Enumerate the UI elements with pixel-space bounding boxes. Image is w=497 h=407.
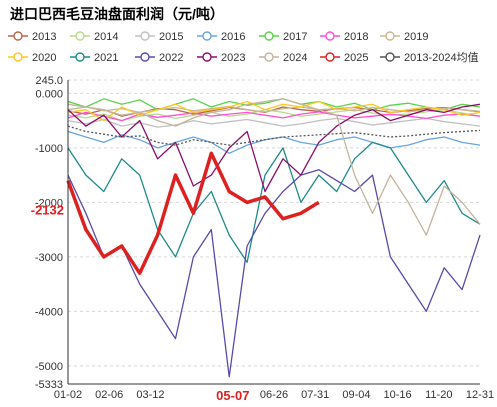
legend-swatch-marker (385, 31, 395, 41)
legend-swatch-marker (75, 52, 85, 62)
legend-label: 2016 (221, 31, 245, 43)
y-tick-label: -4000 (35, 306, 63, 318)
x-tick-label: 11-20 (425, 389, 452, 401)
x-tick-label-highlight: 05-07 (216, 388, 249, 402)
legend-item: 2023 (197, 52, 245, 64)
legend-item: 2014 (70, 31, 118, 43)
legend-swatch-marker (140, 31, 150, 41)
x-tick-label: 09-04 (342, 389, 370, 401)
series-line-2017 (67, 98, 481, 111)
legend-swatch-marker (75, 31, 85, 41)
x-tick-label: 01-02 (54, 389, 82, 401)
legend-item: 2024 (259, 52, 307, 64)
y-value-highlight: -2132 (31, 203, 64, 218)
series-line-2021 (67, 141, 481, 263)
series-line-2019 (67, 105, 481, 114)
legend-swatch-marker (13, 31, 23, 41)
legend-swatch-marker (140, 52, 150, 62)
legend-item: 2025 (320, 52, 368, 64)
legend-item: 2022 (135, 52, 183, 64)
legend-swatch-marker (264, 52, 274, 62)
x-tick-label: 07-31 (301, 389, 329, 401)
x-tick-label: 02-06 (95, 389, 123, 401)
y-tick-label: 0.000 (35, 88, 63, 100)
grid (68, 79, 480, 367)
legend-swatch-marker (264, 31, 274, 41)
legend-swatch-marker (385, 52, 395, 62)
series-line-2018 (67, 111, 481, 122)
y-tick-label: -1000 (35, 143, 63, 155)
y-tick-label: -3000 (35, 252, 63, 264)
legend-swatch-marker (325, 52, 335, 62)
legend-item: 2016 (197, 31, 245, 43)
legend-label: 2018 (344, 31, 368, 43)
legend-label: 2022 (159, 52, 183, 64)
legend-item: 2019 (380, 31, 428, 43)
series-line-2025 (66, 151, 320, 275)
x-tick-label: 03-12 (136, 389, 164, 401)
legend-item: 2020 (8, 52, 56, 64)
x-tick-label: 10-16 (384, 389, 412, 401)
legend-label: 2023 (221, 52, 245, 64)
legend-item: 2015 (135, 31, 183, 43)
legend-label: 2025 (344, 52, 368, 64)
legend-label: 2019 (404, 31, 428, 43)
x-tick-label: 12-31 (466, 389, 494, 401)
legend-item: 2013 (8, 31, 56, 43)
legend-label: 2014 (94, 31, 118, 43)
y-tick-label: -5333 (35, 379, 63, 391)
series-line-2013-2024均值 (67, 125, 481, 146)
legend-item: 2013-2024均值 (380, 51, 479, 64)
series-line-2023 (67, 103, 481, 193)
legend-label: 2013 (32, 31, 56, 43)
x-tick-label: 06-26 (260, 389, 288, 401)
legend-swatch-marker (202, 31, 212, 41)
legend-item: 2018 (320, 31, 368, 43)
legend-label: 2024 (283, 52, 307, 64)
legend-swatch-marker (13, 52, 23, 62)
series-line-2016 (67, 130, 481, 154)
legend-swatch-marker (202, 52, 212, 62)
legend-label: 2017 (283, 31, 307, 43)
legend-item: 2017 (259, 31, 307, 43)
legend-label: 2020 (32, 52, 56, 64)
legend-label: 2013-2024均值 (404, 51, 479, 64)
series-line-2020 (67, 100, 481, 122)
legend-item: 2021 (70, 52, 118, 64)
y-tick-label: 245.0 (35, 75, 63, 87)
legend-swatch-marker (325, 31, 335, 41)
legend: 2013 2014 2015 2016 2017 2018 2019 2020 2021 2022… (8, 31, 479, 64)
chart-title: 进口巴西毛豆油盘面利润（元/吨） (10, 6, 224, 22)
y-tick-label: -5000 (35, 361, 63, 373)
y-tick-label: -2000 (35, 197, 63, 209)
series-line-2022 (67, 169, 481, 378)
series-line-2024 (67, 98, 481, 236)
axes: 245.00.000 -1000 -2000 -3000 -4000 -5000 -5333… (31, 75, 494, 403)
series-group (66, 98, 481, 378)
legend-label: 2021 (94, 52, 118, 64)
legend-label: 2015 (159, 31, 183, 43)
